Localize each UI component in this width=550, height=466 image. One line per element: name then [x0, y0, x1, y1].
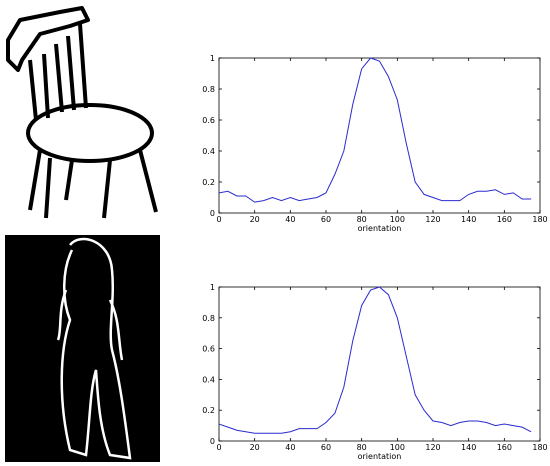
chair-drawing	[8, 8, 156, 218]
plot-frame	[219, 287, 540, 441]
x-axis-label: orientation	[358, 452, 402, 461]
y-tick-label: 0.2	[202, 406, 215, 415]
data-line	[219, 287, 531, 433]
plot-frame	[219, 58, 540, 213]
y-tick-label: 0.2	[202, 178, 215, 187]
x-tick-label: 0	[216, 215, 221, 224]
y-tick-label: 0.6	[202, 116, 215, 125]
x-axis-label: orientation	[358, 224, 402, 233]
x-tick-label: 180	[532, 215, 547, 224]
y-tick-label: 0.8	[202, 85, 215, 94]
x-tick-label: 100	[390, 443, 405, 452]
x-tick-label: 80	[357, 215, 367, 224]
y-tick-label: 0.4	[202, 375, 215, 384]
x-tick-label: 20	[250, 215, 260, 224]
figure-image	[5, 235, 160, 462]
y-tick-label: 1	[210, 54, 215, 63]
x-tick-label: 160	[497, 443, 512, 452]
x-tick-label: 140	[461, 443, 476, 452]
y-tick-label: 0.6	[202, 345, 215, 354]
x-tick-label: 160	[497, 215, 512, 224]
x-tick-label: 20	[250, 443, 260, 452]
y-tick-label: 0	[210, 437, 215, 446]
x-tick-label: 180	[532, 443, 547, 452]
y-tick-label: 1	[210, 283, 215, 292]
y-tick-label: 0.4	[202, 147, 215, 156]
x-tick-label: 100	[390, 215, 405, 224]
x-tick-label: 60	[321, 215, 331, 224]
x-tick-label: 40	[285, 443, 295, 452]
x-tick-label: 40	[285, 215, 295, 224]
x-tick-label: 120	[425, 443, 440, 452]
x-tick-label: 60	[321, 443, 331, 452]
x-tick-label: 80	[357, 443, 367, 452]
figure: 02040608010012014016018000.20.40.60.81or…	[0, 0, 550, 466]
y-tick-label: 0.8	[202, 314, 215, 323]
x-tick-label: 140	[461, 215, 476, 224]
x-tick-label: 0	[216, 443, 221, 452]
x-tick-label: 120	[425, 215, 440, 224]
data-line	[219, 58, 531, 202]
y-tick-label: 0	[210, 209, 215, 218]
